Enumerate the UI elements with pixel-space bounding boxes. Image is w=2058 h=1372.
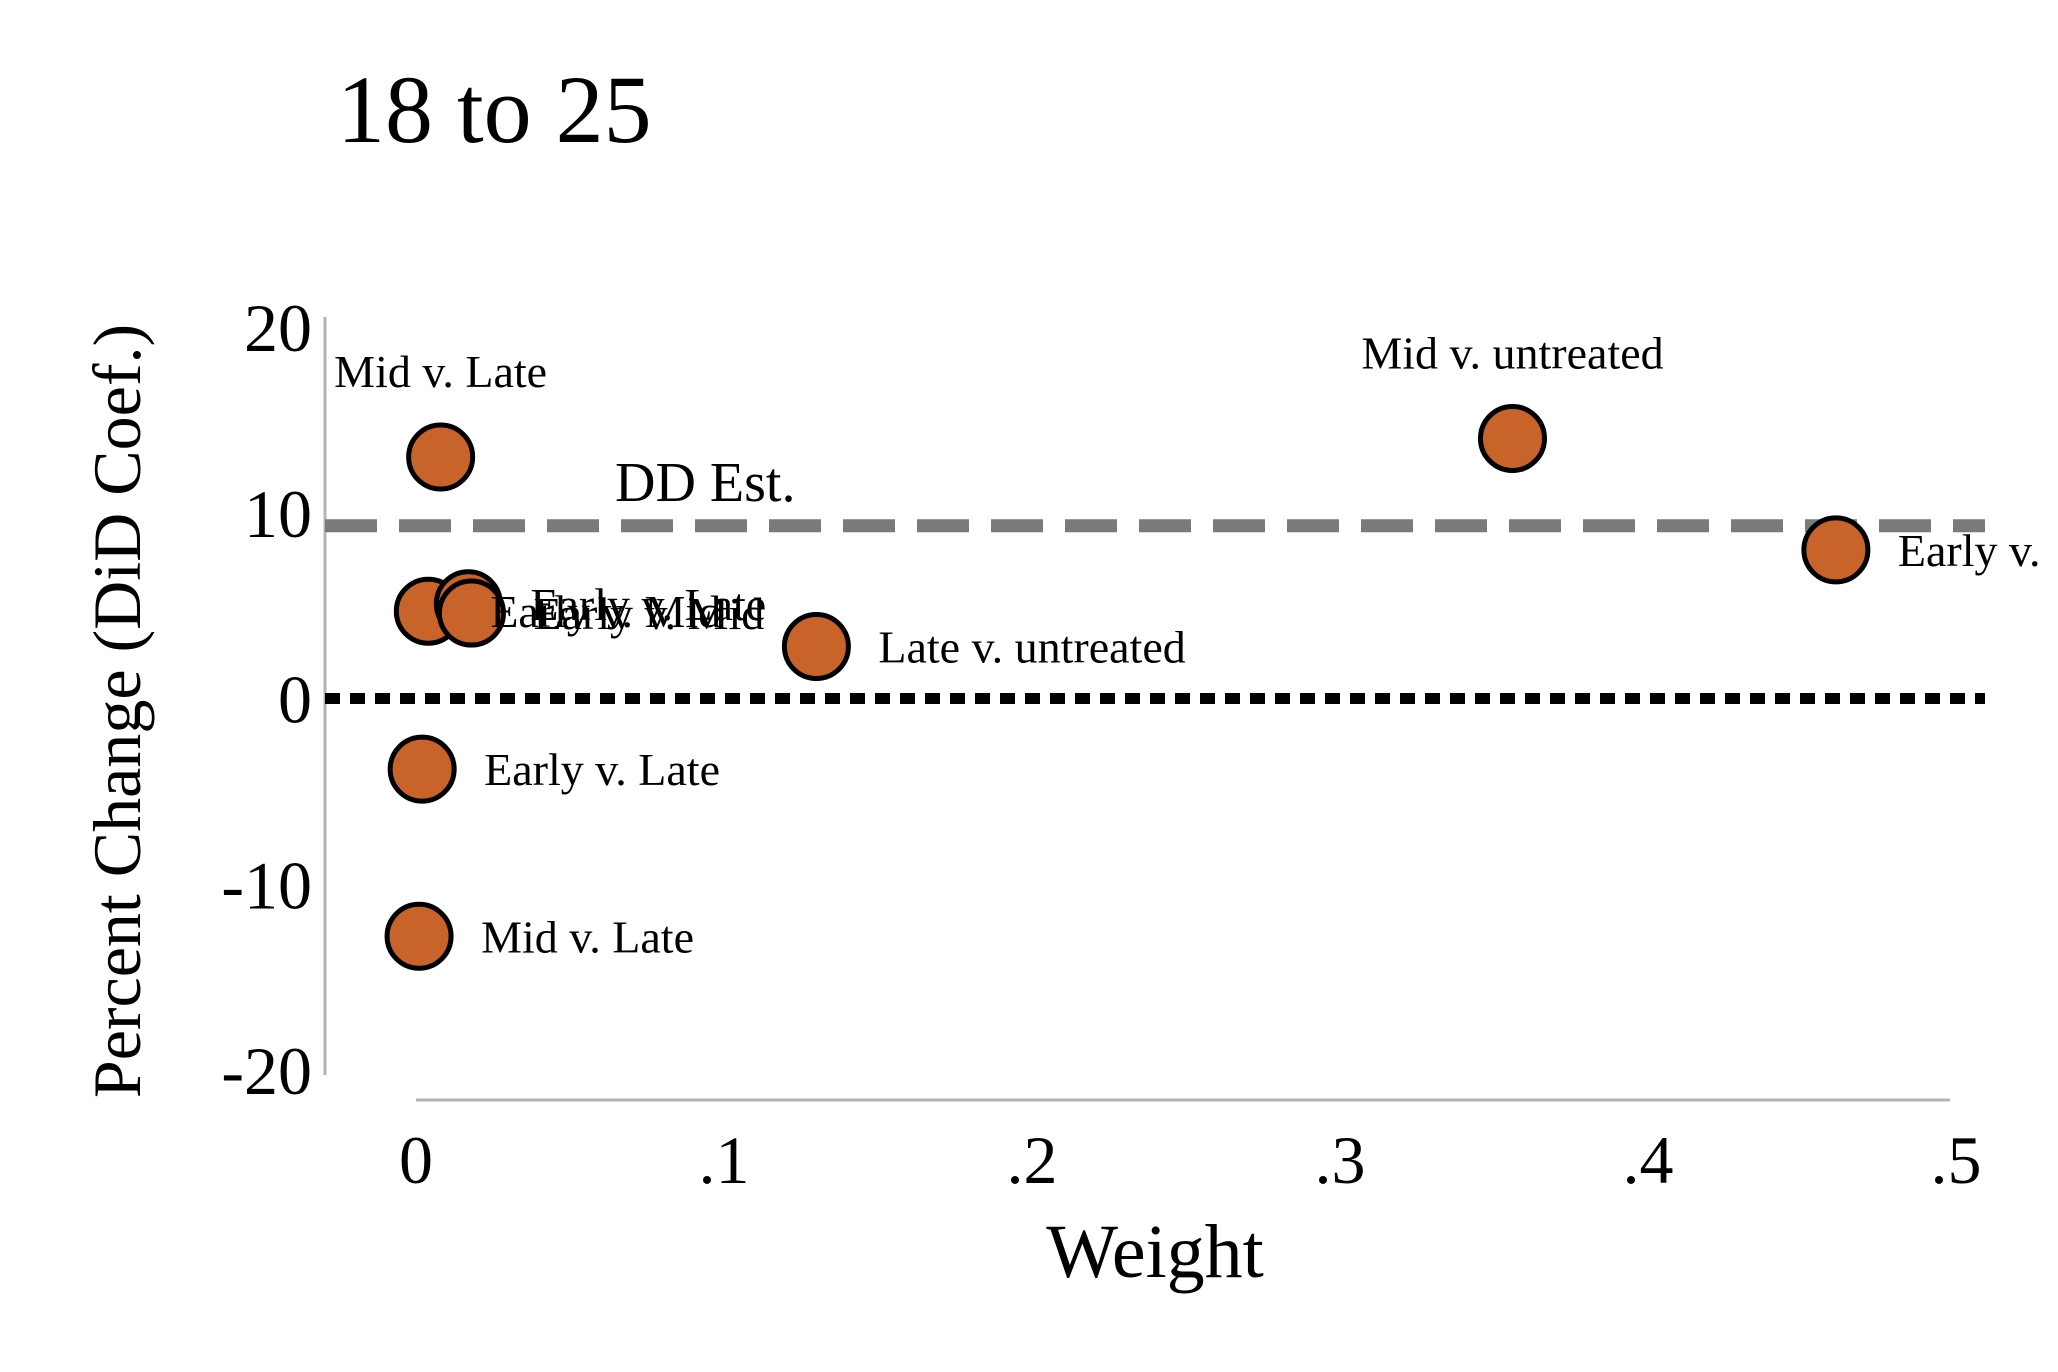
point-label: Early v. Mid <box>533 588 764 639</box>
point-label: Early v. Late <box>484 744 720 795</box>
data-points <box>384 403 1871 971</box>
dd-estimate-label: DD Est. <box>615 452 795 514</box>
point-label: Mid v. untreated <box>1361 327 1663 378</box>
x-axis-label: Weight <box>1046 1210 1264 1294</box>
reference-lines: DD Est. <box>325 452 1985 704</box>
point-labels: Mid v. Late Mid v. untreated Early v. Early… <box>334 327 2040 962</box>
x-tick-label: .2 <box>1007 1122 1058 1198</box>
x-tick-label: .3 <box>1315 1122 1366 1198</box>
x-tick-label: .4 <box>1623 1122 1674 1198</box>
point-label: Mid v. Late <box>334 346 547 397</box>
data-point <box>406 422 476 492</box>
data-point <box>384 901 454 971</box>
data-point <box>436 578 506 648</box>
data-point <box>781 611 851 681</box>
y-tick-label: 10 <box>244 476 312 552</box>
y-tick-label: 0 <box>278 662 312 738</box>
data-point <box>1477 403 1547 473</box>
data-point <box>387 734 457 804</box>
point-label: Mid v. Late <box>481 911 694 962</box>
data-point <box>1801 515 1871 585</box>
point-label: Early v. <box>1898 525 2041 576</box>
x-tick-label: .1 <box>699 1122 750 1198</box>
y-tick-label: -10 <box>221 847 312 923</box>
y-tick-labels: -20 -10 0 10 20 <box>221 290 312 1109</box>
y-axis-label: Percent Change (DiD Coef.) <box>79 324 155 1098</box>
point-label: Late v. untreated <box>878 621 1185 672</box>
x-tick-label: 0 <box>399 1122 433 1198</box>
chart-title: 18 to 25 <box>337 56 652 163</box>
y-tick-label: -20 <box>221 1033 312 1109</box>
point-label: Early v. Late <box>530 579 766 630</box>
y-tick-label: 20 <box>244 290 312 366</box>
point-label: Early v. Mid <box>490 586 721 637</box>
x-tick-label: .5 <box>1931 1122 1982 1198</box>
x-tick-labels: 0 .1 .2 .3 .4 .5 <box>399 1122 1982 1198</box>
